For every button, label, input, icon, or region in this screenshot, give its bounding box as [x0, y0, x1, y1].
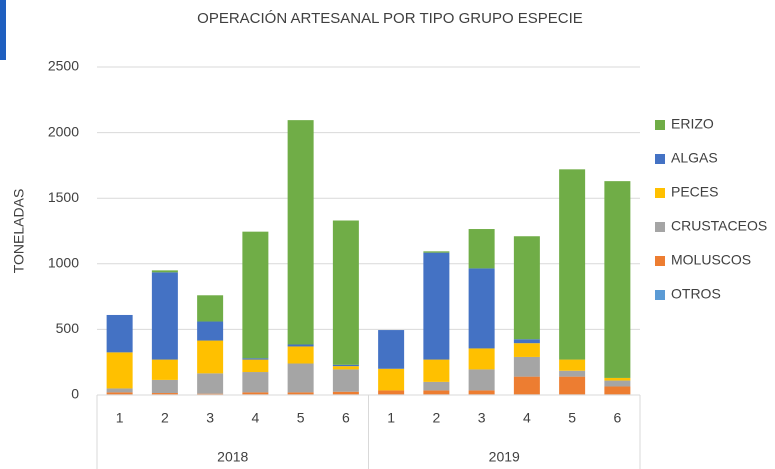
legend-label: PECES	[671, 184, 718, 200]
bar-segment	[423, 252, 450, 360]
bar-segment	[559, 376, 586, 395]
legend-swatch	[655, 222, 665, 232]
bar-segment	[513, 236, 540, 340]
bar-segment	[604, 377, 631, 381]
bar-segment	[332, 366, 359, 370]
y-tick-label: 500	[56, 320, 80, 336]
bar-segment	[197, 295, 224, 322]
bar-segment	[423, 381, 450, 391]
bar-segment	[242, 372, 269, 393]
bar-segment	[559, 370, 586, 377]
bar-segment	[287, 346, 314, 364]
bar-segment	[197, 340, 224, 374]
bar-segment	[604, 181, 631, 378]
x-tick-label: 4	[251, 410, 259, 426]
bar-segment	[513, 356, 540, 377]
group-label: 2019	[489, 449, 520, 465]
bar-segment	[151, 359, 178, 380]
x-tick-label: 5	[297, 410, 305, 426]
bar-segment	[468, 369, 495, 391]
bar-segment	[197, 373, 224, 394]
bar-segment	[604, 380, 631, 387]
bar-segment	[106, 352, 133, 389]
bar-segment	[242, 231, 269, 359]
bar-segment	[513, 376, 540, 395]
legend-label: ERIZO	[671, 116, 714, 132]
legend-label: CRUSTACEOS	[671, 218, 767, 234]
bar-segment	[151, 270, 178, 273]
bar-segment	[468, 390, 495, 395]
x-tick-label: 4	[523, 410, 531, 426]
legend-swatch	[655, 290, 665, 300]
legend-swatch	[655, 256, 665, 266]
bar-segment	[378, 330, 405, 369]
legend-label: OTROS	[671, 286, 721, 302]
bar-segment	[106, 388, 133, 393]
bar-segment	[106, 392, 133, 395]
x-tick-label: 3	[206, 410, 214, 426]
decoration	[0, 0, 6, 60]
bar-segment	[151, 272, 178, 360]
bar-segment	[513, 343, 540, 357]
legend-swatch	[655, 120, 665, 130]
x-tick-label: 2	[432, 410, 440, 426]
x-tick-label: 6	[342, 410, 350, 426]
bar-segment	[332, 364, 359, 367]
bar-segment	[604, 386, 631, 395]
group-label: 2018	[217, 449, 248, 465]
bar-segment	[468, 229, 495, 269]
x-tick-label: 6	[613, 410, 621, 426]
bar-segment	[378, 368, 405, 391]
bar-segment	[242, 392, 269, 395]
bar-segment	[378, 390, 405, 395]
x-tick-label: 1	[116, 410, 124, 426]
bar-segment	[423, 251, 450, 253]
bar-segment	[287, 363, 314, 393]
bar-segment	[332, 369, 359, 392]
bar-segment	[242, 358, 269, 360]
bar-segment	[106, 314, 133, 353]
bar-segment	[151, 393, 178, 395]
bar-segment	[468, 268, 495, 349]
bar-segment	[151, 379, 178, 394]
legend-swatch	[655, 154, 665, 164]
y-tick-label: 0	[71, 386, 79, 402]
x-tick-label: 5	[568, 410, 576, 426]
y-tick-label: 1000	[48, 255, 79, 271]
bar-segment	[332, 391, 359, 395]
legend-label: ALGAS	[671, 150, 718, 166]
y-axis-title: TONELADAS	[11, 189, 27, 274]
y-tick-label: 2000	[48, 123, 79, 139]
bar-segment	[423, 359, 450, 382]
bar-segment	[242, 359, 269, 373]
legend-label: MOLUSCOS	[671, 252, 751, 268]
bar-segment	[559, 359, 586, 371]
y-tick-label: 1500	[48, 189, 79, 205]
bar-segment	[423, 390, 450, 395]
bar-segment	[513, 339, 540, 344]
bar-segment	[559, 169, 586, 360]
bar-segment	[287, 392, 314, 395]
bar-segment	[468, 348, 495, 370]
bar-segment	[332, 220, 359, 365]
bar-segment	[287, 120, 314, 345]
x-tick-label: 3	[478, 410, 486, 426]
y-tick-label: 2500	[48, 58, 79, 74]
bar-segment	[287, 344, 314, 347]
x-tick-label: 1	[387, 410, 395, 426]
chart-title: OPERACIÓN ARTESANAL POR TIPO GRUPO ESPEC…	[197, 10, 583, 27]
legend-swatch	[655, 188, 665, 198]
bar-segment	[197, 393, 224, 395]
x-tick-label: 2	[161, 410, 169, 426]
bar-segment	[197, 321, 224, 341]
